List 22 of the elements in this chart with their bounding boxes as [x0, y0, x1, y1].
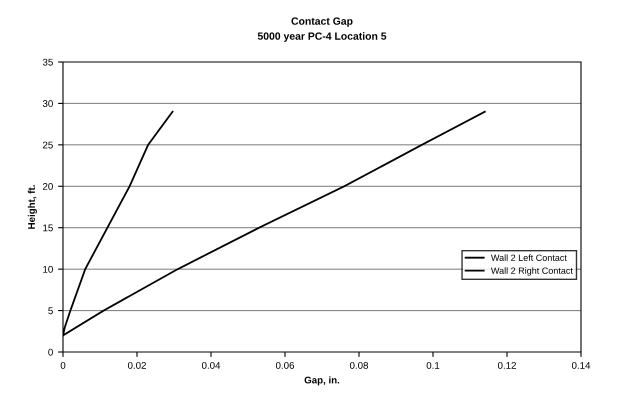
x-tick-label: 0.02 — [128, 362, 146, 369]
y-tick-label: 0 — [48, 348, 53, 356]
x-axis-title: Gap, in. — [304, 376, 340, 386]
x-tick-label: 0.12 — [498, 362, 516, 369]
x-tick-label: 0.04 — [202, 362, 220, 369]
x-tick-label: 0.06 — [276, 362, 294, 369]
chart-subtitle: 5000 year PC-4 Location 5 — [258, 32, 386, 42]
legend-label: Wall 2 Right Contact — [490, 267, 573, 276]
y-tick-label: 25 — [42, 142, 53, 148]
y-tick-label: 20 — [42, 183, 53, 190]
y-tick-label: 30 — [42, 100, 53, 108]
x-tick-label: 0 — [60, 362, 66, 369]
x-tick-label: 0.08 — [350, 362, 368, 369]
y-axis-title: Height, ft. — [28, 185, 37, 229]
x-tick-label: 0.1 — [426, 362, 440, 369]
y-tick-label: 35 — [42, 58, 53, 66]
y-tick-label: 15 — [43, 224, 53, 232]
y-tick-label: 10 — [43, 266, 53, 273]
chart-title: Contact Gap — [291, 17, 353, 27]
y-tick-label: 5 — [48, 307, 53, 314]
legend-label: Wall 2 Left Contact — [490, 254, 567, 261]
x-tick-label: 0.14 — [572, 362, 590, 369]
